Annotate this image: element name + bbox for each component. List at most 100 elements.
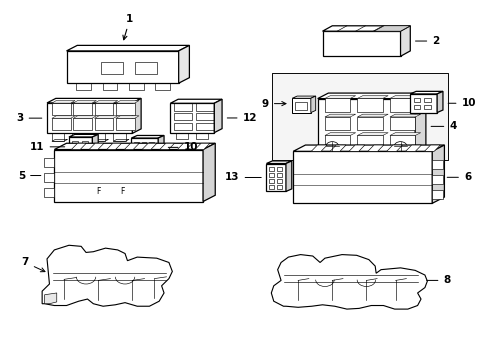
Polygon shape: [271, 255, 427, 309]
Polygon shape: [317, 99, 414, 154]
Polygon shape: [357, 114, 387, 117]
Polygon shape: [73, 103, 92, 114]
Polygon shape: [311, 145, 326, 151]
Bar: [76, 83, 91, 90]
Polygon shape: [89, 143, 104, 149]
Polygon shape: [124, 143, 139, 149]
Polygon shape: [160, 143, 174, 149]
Polygon shape: [116, 100, 139, 103]
Polygon shape: [94, 116, 118, 118]
Polygon shape: [43, 158, 54, 167]
Text: 7: 7: [21, 257, 45, 272]
Polygon shape: [389, 133, 420, 135]
Polygon shape: [348, 145, 364, 151]
Bar: [272, 74, 447, 160]
Polygon shape: [72, 139, 88, 141]
Polygon shape: [73, 116, 96, 118]
Polygon shape: [106, 143, 122, 149]
Bar: [276, 173, 281, 177]
Polygon shape: [431, 190, 442, 199]
Polygon shape: [431, 160, 442, 169]
Bar: [134, 142, 139, 147]
Polygon shape: [94, 100, 118, 103]
Polygon shape: [409, 91, 442, 94]
Polygon shape: [52, 103, 71, 114]
Bar: [52, 134, 64, 141]
Bar: [276, 167, 281, 171]
Polygon shape: [325, 96, 355, 98]
Polygon shape: [170, 103, 214, 133]
Polygon shape: [116, 118, 134, 130]
Bar: [135, 62, 157, 74]
Bar: [424, 98, 430, 102]
Polygon shape: [158, 135, 163, 157]
Polygon shape: [54, 143, 215, 149]
Polygon shape: [116, 103, 134, 114]
Bar: [142, 149, 146, 154]
Polygon shape: [195, 143, 209, 149]
Polygon shape: [69, 134, 98, 137]
Polygon shape: [170, 99, 222, 103]
Polygon shape: [52, 118, 71, 130]
Polygon shape: [389, 114, 420, 117]
Text: 8: 8: [426, 275, 450, 285]
Polygon shape: [52, 139, 67, 141]
Bar: [113, 134, 125, 141]
Polygon shape: [389, 135, 414, 149]
Bar: [295, 102, 306, 110]
Polygon shape: [52, 116, 75, 118]
Bar: [424, 105, 430, 109]
Polygon shape: [73, 100, 96, 103]
Polygon shape: [142, 143, 157, 149]
Polygon shape: [94, 118, 113, 130]
Polygon shape: [266, 163, 285, 192]
Bar: [102, 83, 117, 90]
Polygon shape: [94, 103, 113, 114]
Polygon shape: [329, 145, 346, 151]
Polygon shape: [325, 135, 349, 149]
Polygon shape: [322, 26, 409, 31]
Text: 13: 13: [224, 172, 261, 183]
Bar: [196, 103, 213, 111]
Bar: [176, 133, 188, 139]
Polygon shape: [386, 145, 402, 151]
Polygon shape: [131, 138, 158, 157]
Text: 11: 11: [30, 142, 64, 152]
Bar: [174, 123, 191, 130]
Polygon shape: [131, 135, 163, 138]
Bar: [268, 179, 273, 183]
Polygon shape: [52, 100, 75, 103]
Polygon shape: [325, 133, 355, 135]
Polygon shape: [42, 245, 172, 306]
Polygon shape: [325, 114, 355, 117]
Polygon shape: [44, 293, 57, 304]
Bar: [72, 149, 78, 154]
Polygon shape: [389, 96, 420, 98]
Text: 10: 10: [447, 98, 475, 108]
Polygon shape: [93, 139, 108, 141]
Bar: [149, 142, 154, 147]
Bar: [174, 103, 191, 111]
Bar: [268, 173, 273, 177]
Bar: [149, 149, 154, 154]
Polygon shape: [424, 145, 439, 151]
Polygon shape: [310, 96, 315, 113]
Polygon shape: [116, 116, 139, 118]
Polygon shape: [372, 26, 409, 31]
Bar: [413, 98, 419, 102]
Text: 9: 9: [261, 99, 285, 109]
Text: 2: 2: [415, 36, 439, 46]
Polygon shape: [69, 137, 92, 157]
Bar: [81, 141, 88, 146]
Polygon shape: [293, 151, 431, 203]
Polygon shape: [292, 98, 310, 113]
Polygon shape: [266, 161, 291, 163]
Polygon shape: [325, 98, 349, 112]
Bar: [72, 141, 78, 146]
Polygon shape: [357, 98, 382, 112]
Polygon shape: [357, 135, 382, 149]
Polygon shape: [357, 96, 387, 98]
Polygon shape: [389, 98, 414, 112]
Bar: [93, 134, 105, 141]
Polygon shape: [293, 145, 444, 151]
